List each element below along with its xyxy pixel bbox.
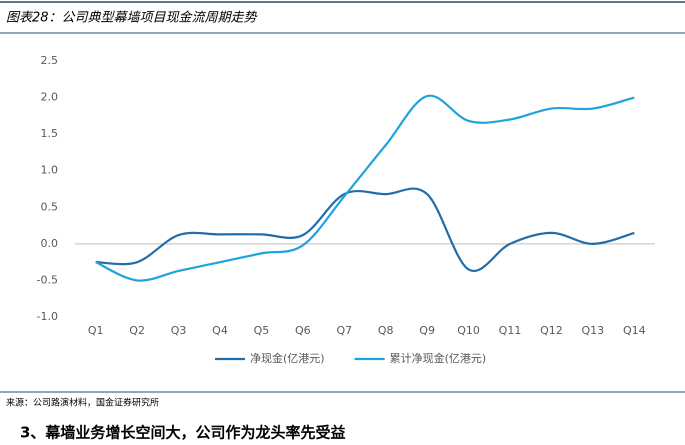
y-tick-label: -1.0	[37, 310, 58, 323]
y-tick-label: 1.5	[41, 127, 59, 140]
x-tick-label: Q14	[623, 324, 646, 337]
x-tick-label: Q10	[457, 324, 480, 337]
line-series	[95, 187, 635, 273]
x-tick-label: Q2	[129, 324, 145, 337]
y-tick-label: 2.5	[41, 54, 59, 67]
y-tick-label: 0.5	[41, 200, 59, 213]
x-tick-label: Q11	[499, 324, 522, 337]
y-tick-label: 2.0	[41, 91, 59, 104]
x-tick-label: Q5	[254, 324, 270, 337]
section-heading: 3、幕墙业务增长空间大，公司作为龙头率先受益	[20, 424, 345, 442]
x-tick-label: Q9	[419, 324, 435, 337]
source-note: 来源：公司路演材料，国金证券研究所	[6, 397, 159, 409]
line-series	[95, 94, 635, 282]
x-tick-label: Q4	[212, 324, 228, 337]
legend-label: 净现金(亿港元)	[250, 351, 325, 365]
legend-label: 累计净现金(亿港元)	[390, 351, 487, 365]
y-tick-label: -0.5	[37, 273, 58, 286]
x-tick-label: Q8	[378, 324, 394, 337]
x-tick-label: Q6	[295, 324, 311, 337]
y-tick-label: 1.0	[41, 164, 59, 177]
figure-title: 图表28：公司典型幕墙项目现金流周期走势	[6, 10, 259, 26]
x-tick-label: Q1	[88, 324, 104, 337]
x-tick-label: Q12	[540, 324, 563, 337]
y-tick-label: 0.0	[41, 237, 59, 250]
x-tick-label: Q13	[582, 324, 605, 337]
x-tick-label: Q3	[171, 324, 187, 337]
x-tick-label: Q7	[336, 324, 352, 337]
